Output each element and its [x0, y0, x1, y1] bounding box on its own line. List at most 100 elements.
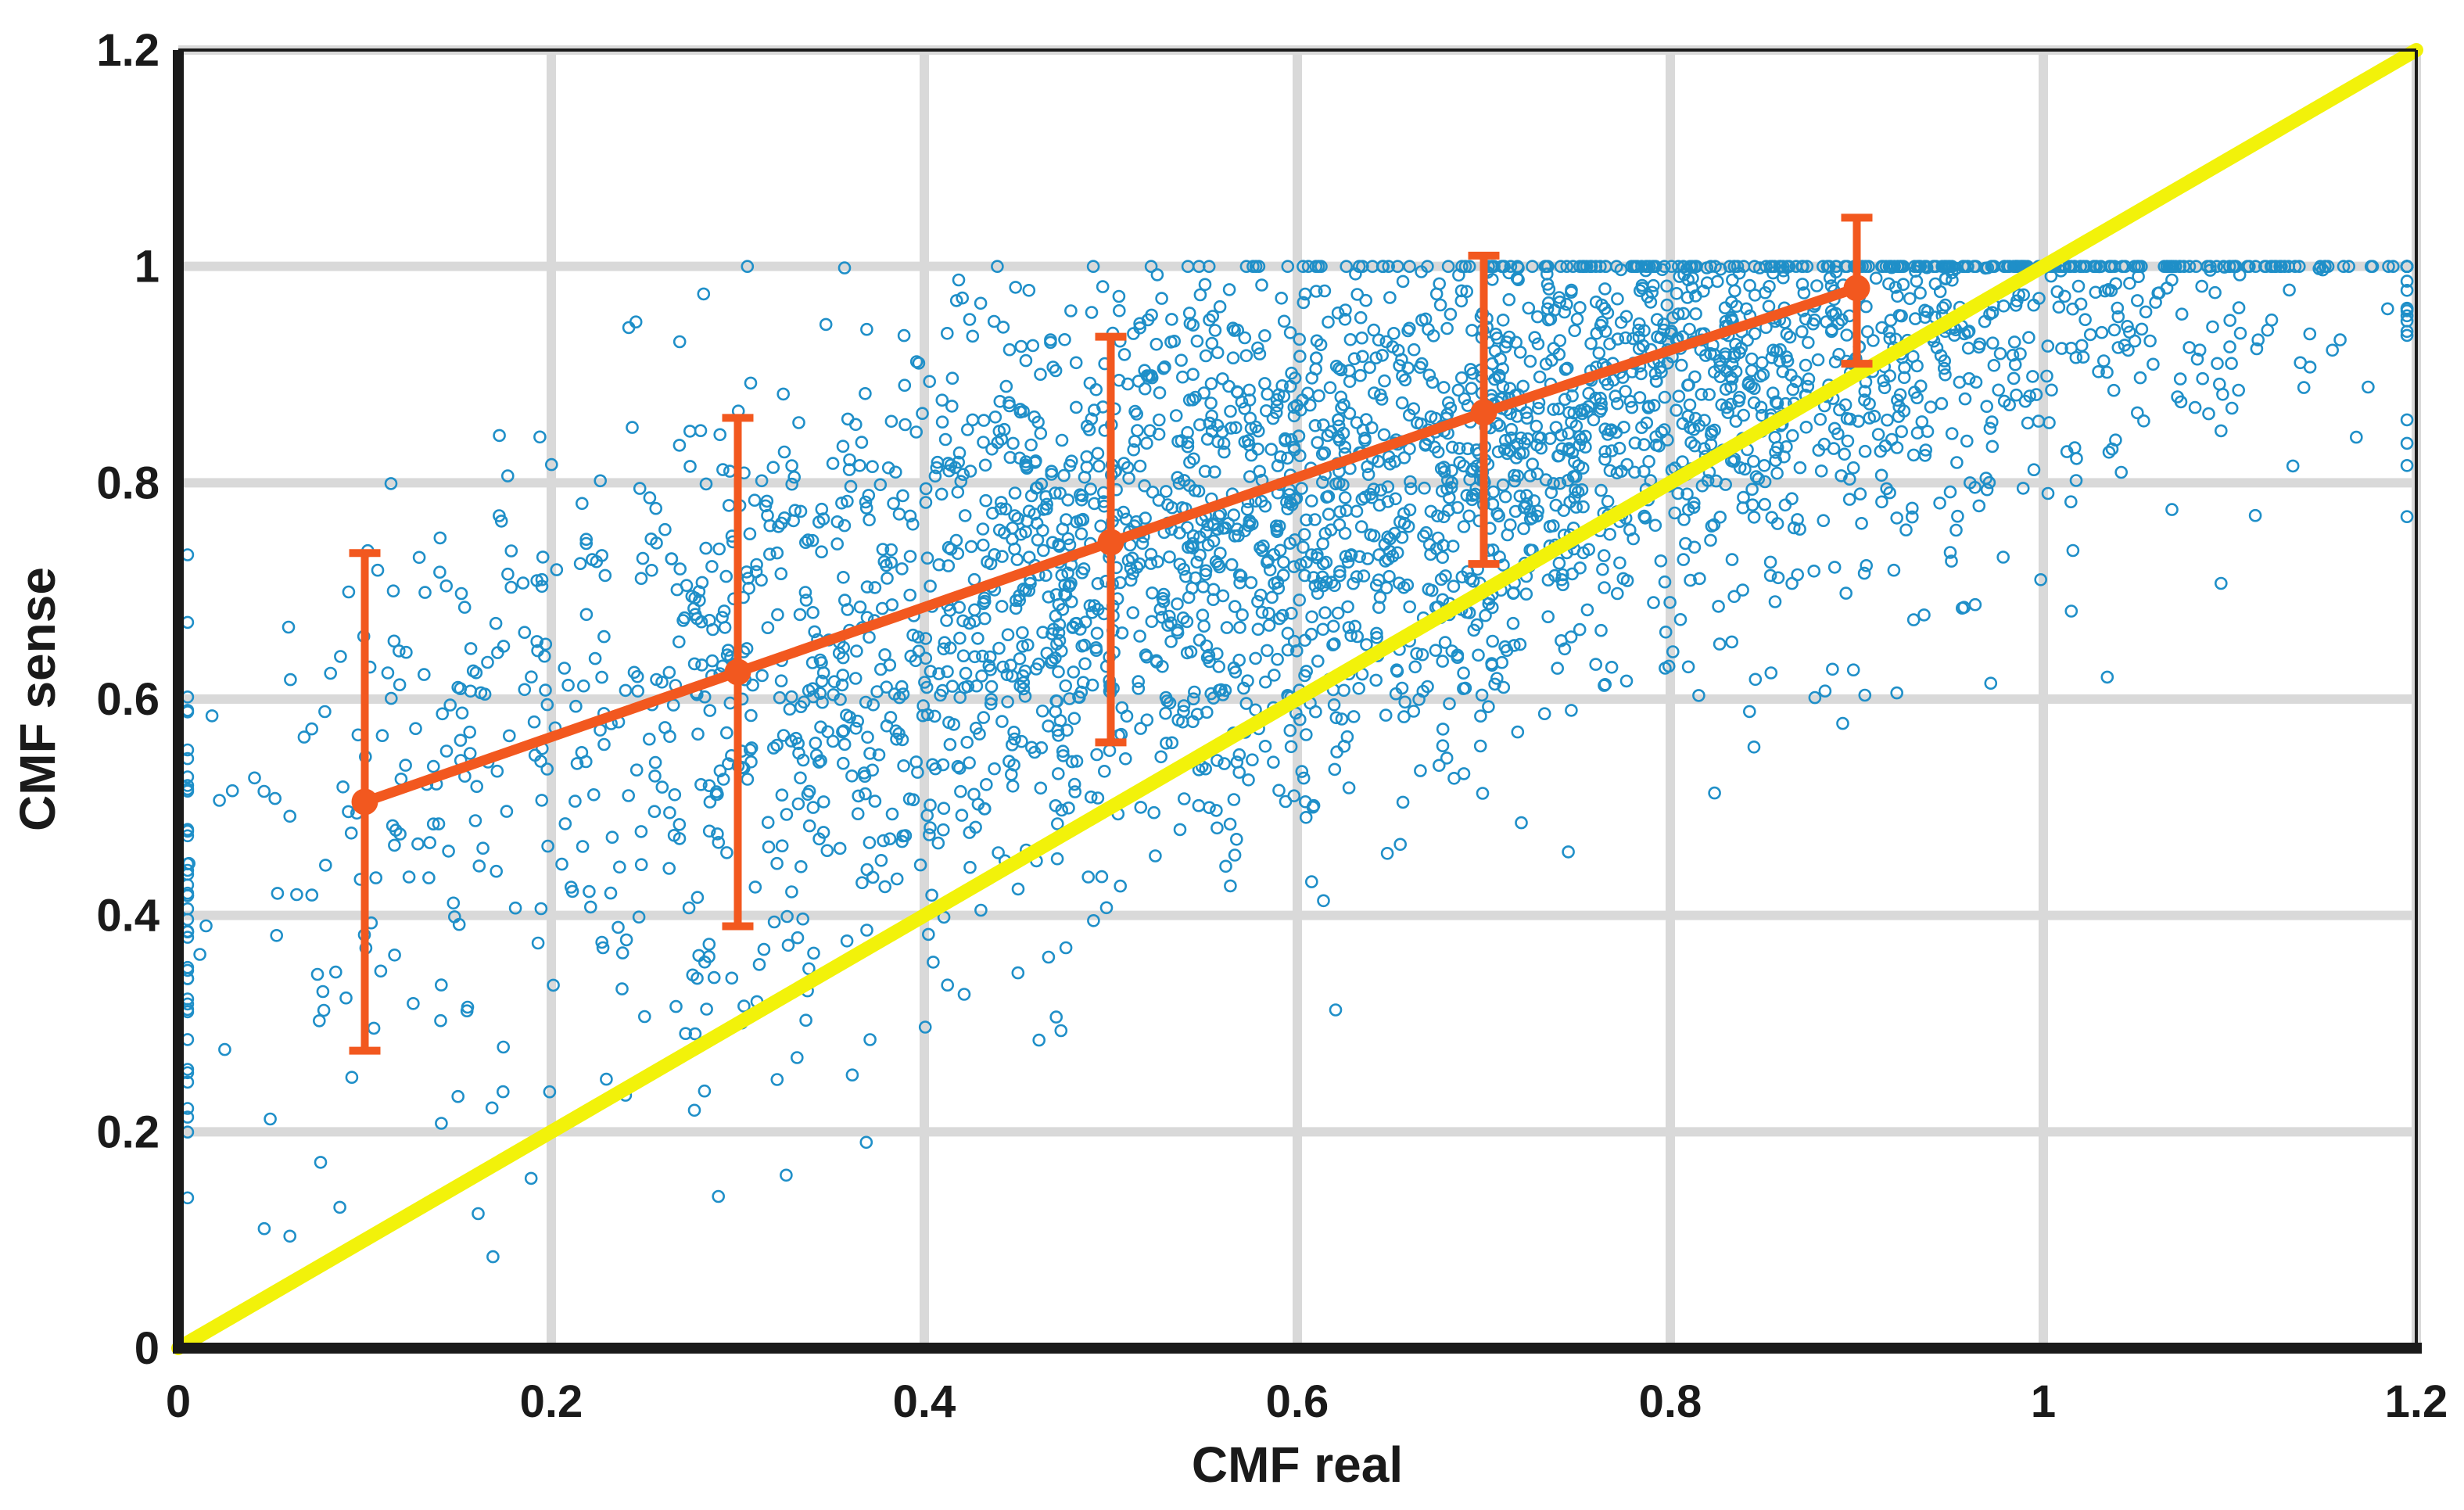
- scatter-point: [1573, 438, 1586, 452]
- scatter-point: [1454, 371, 1469, 385]
- scatter-point: [820, 844, 834, 857]
- scatter-point: [1846, 663, 1860, 677]
- scatter-point: [1210, 346, 1225, 360]
- scatter-point: [1293, 593, 1306, 607]
- scatter-point: [1638, 511, 1652, 525]
- scatter-point: [955, 809, 969, 822]
- scatter-point: [575, 745, 589, 759]
- scatter-point: [1708, 423, 1721, 437]
- scatter-point: [1647, 399, 1661, 412]
- scatter-point: [835, 496, 848, 510]
- scatter-point: [1347, 352, 1361, 366]
- scatter-point: [550, 563, 564, 576]
- scatter-point: [1407, 343, 1421, 357]
- scatter-point: [2165, 503, 2179, 516]
- scatter-point: [943, 737, 957, 751]
- scatter-point: [1890, 686, 1903, 700]
- scatter-point: [1295, 482, 1308, 495]
- scatter-point: [2111, 310, 2125, 324]
- scatter-point: [1246, 753, 1259, 767]
- scatter-point: [935, 415, 949, 429]
- scatter-point: [1713, 637, 1727, 651]
- scatter-point: [1220, 621, 1234, 634]
- scatter-point: [1417, 529, 1430, 543]
- scatter-point: [1924, 400, 1938, 414]
- scatter-point: [2052, 300, 2066, 314]
- scatter-point: [1258, 739, 1272, 753]
- scatter-point: [1070, 755, 1084, 768]
- scatter-point: [1612, 441, 1627, 455]
- scatter-point: [1094, 519, 1107, 533]
- scatter-point: [717, 604, 731, 618]
- scatter-point: [842, 463, 856, 476]
- scatter-point: [502, 729, 516, 743]
- scatter-point: [1985, 439, 2000, 454]
- scatter-point: [1634, 284, 1647, 298]
- scatter-point: [1284, 740, 1298, 754]
- scatter-point: [1387, 326, 1401, 340]
- scatter-point: [862, 489, 876, 502]
- scatter-point: [742, 581, 756, 595]
- scatter-point: [411, 837, 425, 851]
- scatter-point: [1281, 260, 1295, 274]
- scatter-point: [1112, 289, 1126, 303]
- scatter-point: [454, 733, 468, 748]
- scatter-point: [2222, 260, 2236, 274]
- scatter-point: [863, 1033, 877, 1046]
- scatter-point: [2149, 296, 2162, 309]
- scatter-point: [2095, 325, 2109, 339]
- scatter-point: [388, 838, 401, 852]
- scatter-point: [2342, 260, 2355, 274]
- scatter-point: [1465, 382, 1478, 395]
- scatter-point: [504, 544, 518, 558]
- scatter-point: [1634, 367, 1648, 381]
- scatter-point: [525, 670, 538, 684]
- scatter-point: [906, 793, 920, 807]
- scatter-point: [1305, 494, 1318, 508]
- scatter-point: [1370, 626, 1383, 640]
- scatter-point: [1157, 587, 1171, 601]
- scatter-point: [1275, 378, 1289, 393]
- scatter-point: [1465, 324, 1479, 337]
- scatter-point: [1034, 781, 1048, 795]
- scatter-point: [796, 753, 810, 767]
- scatter-point: [1583, 260, 1598, 274]
- scatter-point: [1658, 575, 1672, 589]
- scatter-point: [1350, 504, 1364, 518]
- scatter-point: [1647, 260, 1661, 274]
- scatter-point: [1377, 428, 1391, 442]
- scatter-point: [941, 559, 956, 572]
- scatter-point: [1473, 739, 1487, 753]
- scatter-point: [687, 1103, 701, 1117]
- scatter-point: [1983, 421, 1997, 436]
- scatter-point: [569, 699, 583, 713]
- scatter-point: [1871, 428, 1885, 441]
- scatter-point: [1786, 429, 1799, 443]
- scatter-point: [1117, 348, 1132, 361]
- scatter-point: [719, 726, 733, 740]
- scatter-point: [1055, 803, 1068, 817]
- scatter-point: [1186, 692, 1200, 706]
- scatter-point: [1088, 497, 1101, 511]
- scatter-point: [1285, 606, 1298, 620]
- scatter-point: [575, 497, 589, 511]
- scatter-point: [1486, 601, 1499, 615]
- scatter-point: [2069, 474, 2083, 487]
- scatter-point: [1407, 705, 1421, 718]
- scatter-point: [1594, 260, 1607, 274]
- scatter-point: [1780, 350, 1793, 364]
- scatter-point: [367, 1021, 381, 1035]
- scatter-point: [1752, 472, 1766, 486]
- scatter-point: [1271, 652, 1284, 666]
- scatter-point: [916, 407, 929, 421]
- scatter-point: [1337, 683, 1350, 698]
- scatter-point: [1493, 418, 1506, 432]
- scatter-point: [741, 773, 755, 786]
- scatter-point: [474, 686, 488, 700]
- scatter-point: [1440, 321, 1454, 335]
- scatter-point: [2133, 371, 2147, 385]
- scatter-point: [968, 603, 981, 617]
- scatter-point: [1479, 608, 1492, 622]
- scatter-point: [1915, 415, 1929, 429]
- scatter-point: [1022, 283, 1036, 297]
